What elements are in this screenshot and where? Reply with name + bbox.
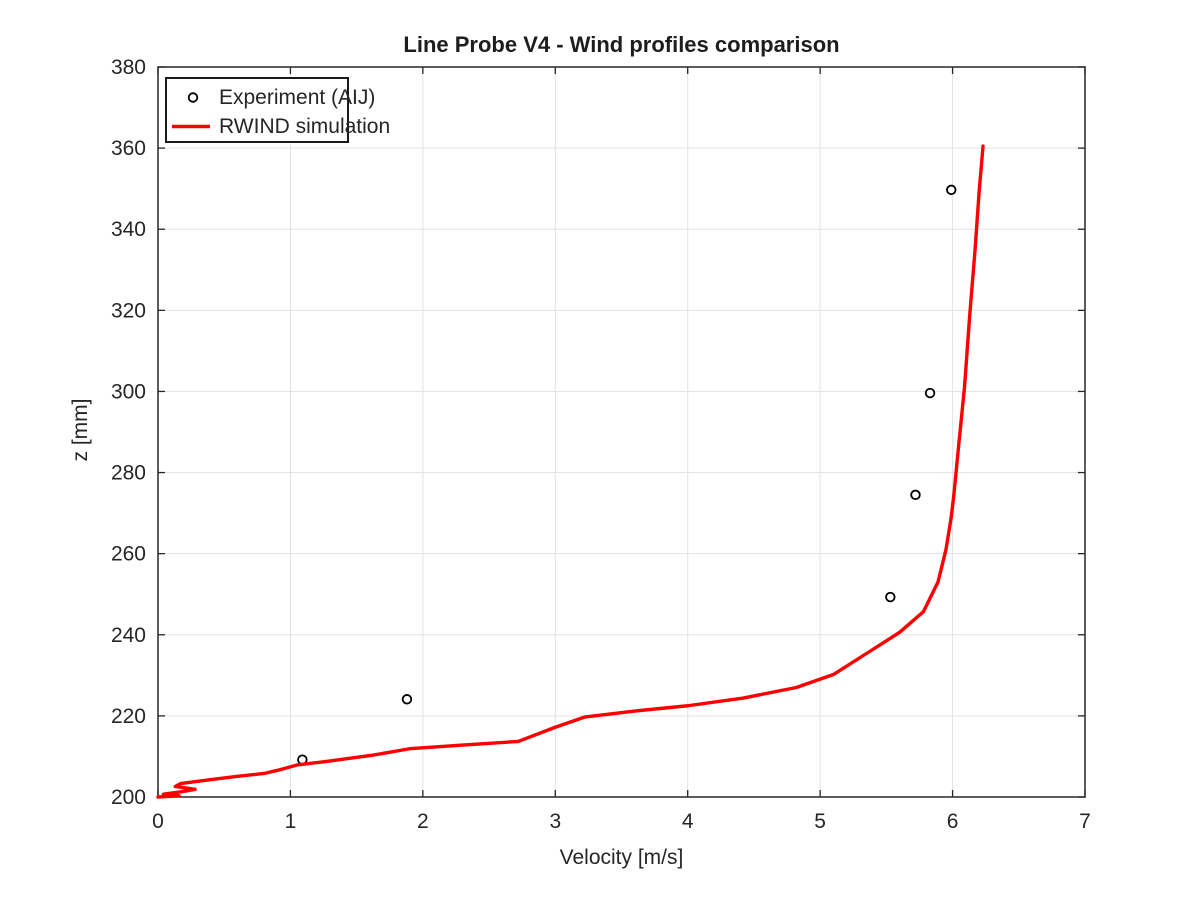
x-tick-label: 7 [1079, 810, 1091, 833]
experiment-data-point [401, 694, 413, 705]
x-tick-label: 3 [549, 810, 561, 833]
y-tick-label: 320 [111, 299, 146, 322]
experiment-data-point [885, 591, 896, 603]
y-tick-label: 360 [111, 137, 146, 160]
experiment-data-point [910, 489, 921, 501]
legend: Experiment (AIJ) RWIND simulation [165, 77, 390, 143]
y-tick-label: 300 [111, 380, 146, 403]
legend-label-rwind: RWIND simulation [219, 114, 391, 138]
chart-title: Line Probe V4 - Wind profiles comparison [403, 32, 840, 57]
rwind-simulation-line [156, 144, 985, 799]
x-tick-label: 1 [285, 810, 297, 833]
legend-item-experiment: Experiment (AIJ) [167, 83, 375, 112]
y-tick-label: 240 [111, 624, 146, 647]
x-tick-label: 0 [152, 810, 164, 833]
x-tick-label: 6 [947, 810, 959, 833]
x-axis-label: Velocity [m/s] [559, 846, 684, 869]
legend-item-rwind: RWIND simulation [167, 112, 390, 141]
experiment-data-point [924, 387, 936, 399]
plot-frame [157, 66, 1086, 798]
rwind-line-icon [172, 124, 210, 129]
y-tick-label: 380 [111, 56, 146, 79]
y-tick-label: 200 [111, 786, 146, 809]
y-axis-label: z [mm] [69, 398, 92, 462]
legend-label-experiment: Experiment (AIJ) [219, 85, 376, 109]
experiment-data-point [946, 184, 957, 196]
y-tick-label: 260 [111, 543, 146, 566]
x-tick-label: 2 [417, 810, 429, 833]
y-tick-label: 280 [111, 462, 146, 485]
y-tick-label: 340 [111, 218, 146, 241]
x-tick-label: 5 [814, 810, 826, 833]
y-tick-label: 220 [111, 705, 146, 728]
experiment-marker-icon [187, 92, 199, 103]
x-tick-label: 4 [682, 810, 694, 833]
